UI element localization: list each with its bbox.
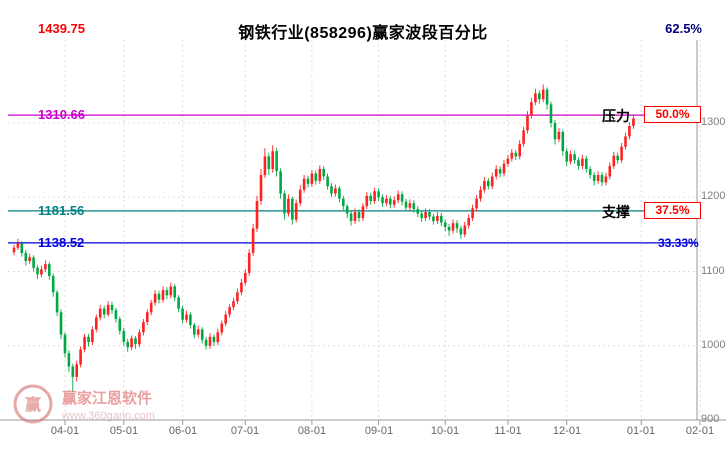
resistance-price-label: 1310.66 bbox=[38, 107, 85, 122]
support-text-label: 支撑 bbox=[602, 204, 630, 220]
brand-logo-icon: 赢 bbox=[13, 384, 53, 424]
level-pct-62-5: 62.5% bbox=[665, 21, 702, 36]
x-axis-label: 02-01 bbox=[685, 425, 715, 437]
resistance-pct-badge[interactable]: 50.0% bbox=[644, 106, 701, 123]
y-axis-label: 1000 bbox=[701, 339, 726, 351]
y-axis-label: 1100 bbox=[701, 265, 725, 277]
y-axis-label: 1200 bbox=[701, 190, 726, 202]
support-pct-badge[interactable]: 37.5% bbox=[644, 202, 701, 219]
resistance-text-label: 压力 bbox=[602, 108, 630, 124]
watermark-url: www.360gann.com bbox=[62, 409, 155, 422]
x-axis-label: 01-01 bbox=[626, 425, 656, 437]
x-axis-label: 11-01 bbox=[494, 425, 522, 437]
level-3333-pct-label: 33.33% bbox=[658, 236, 699, 250]
x-axis-label: 12-01 bbox=[552, 425, 582, 437]
support-price-label: 1181.56 bbox=[38, 203, 85, 218]
watermark: 赢 赢家江恩软件 www.360gann.com bbox=[12, 383, 155, 425]
x-axis-label: 07-01 bbox=[230, 425, 260, 437]
x-axis-label: 09-01 bbox=[364, 425, 394, 437]
page-title: 钢铁行业(858296)赢家波段百分比 bbox=[238, 25, 488, 42]
watermark-brand: 赢家江恩软件 bbox=[62, 389, 153, 407]
level-value-62-5: 1439.75 bbox=[38, 21, 85, 36]
x-axis-label: 10-01 bbox=[430, 425, 460, 437]
x-axis-label: 06-01 bbox=[168, 425, 198, 437]
level-3333-price-label: 1138.52 bbox=[38, 235, 85, 250]
y-axis-label: 900 bbox=[701, 413, 720, 425]
svg-text:赢: 赢 bbox=[25, 395, 41, 414]
y-axis-label: 1300 bbox=[701, 116, 726, 128]
x-axis-label: 05-01 bbox=[109, 425, 139, 437]
x-axis-label: 04-01 bbox=[50, 425, 80, 437]
x-axis-label: 08-01 bbox=[297, 425, 327, 437]
